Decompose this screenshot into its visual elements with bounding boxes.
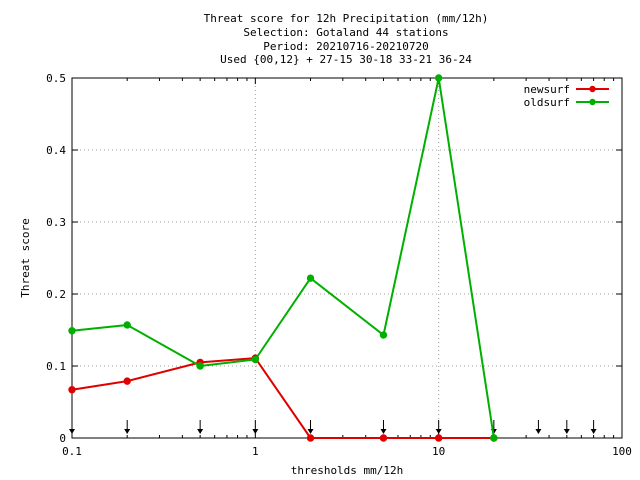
threshold-arrow xyxy=(590,420,597,434)
y-tick-label: 0 xyxy=(59,432,66,445)
series-newsurf xyxy=(68,354,498,442)
legend-swatch-point xyxy=(589,85,596,93)
threshold-arrow xyxy=(197,420,204,434)
threshold-arrow-head xyxy=(307,429,314,434)
threshold-arrow-head xyxy=(380,429,387,434)
series-line-oldsurf xyxy=(71,77,495,439)
legend-swatch-point xyxy=(589,98,596,106)
legend-item-newsurf: newsurf xyxy=(524,83,609,96)
threshold-arrow xyxy=(252,420,259,434)
title-line-2: Selection: Gotaland 44 stations xyxy=(243,26,448,39)
series-line-newsurf xyxy=(71,357,494,439)
x-axis-label: thresholds mm/12h xyxy=(291,464,404,477)
legend-item-oldsurf: oldsurf xyxy=(524,96,609,109)
plot-frame xyxy=(71,77,623,439)
x-tick-label: 0.1 xyxy=(62,445,82,458)
threshold-arrow xyxy=(124,420,131,434)
title-line-1: Threat score for 12h Precipitation (mm/1… xyxy=(204,12,489,25)
threshold-arrow xyxy=(307,420,314,434)
data-series xyxy=(68,74,498,442)
chart-title: Threat score for 12h Precipitation (mm/1… xyxy=(204,12,489,66)
threshold-arrow-head xyxy=(197,429,204,434)
threshold-markers xyxy=(69,420,597,434)
y-axis-label: Threat score xyxy=(19,218,32,297)
y-tick-label: 0.3 xyxy=(46,216,66,229)
x-tick-label: 10 xyxy=(432,445,445,458)
axes: 00.10.20.30.40.50.1 1 10 100 xyxy=(46,72,632,458)
y-tick-label: 0.2 xyxy=(46,288,66,301)
title-line-4: Used {00,12} + 27-15 30-18 33-21 36-24 xyxy=(220,53,472,66)
threshold-arrow xyxy=(563,420,570,434)
legend-label: oldsurf xyxy=(524,96,570,109)
threshold-arrow-head xyxy=(535,429,542,434)
threshold-arrow xyxy=(535,420,542,434)
x-tick-label: 100 xyxy=(612,445,632,458)
y-tick-label: 0.1 xyxy=(46,360,66,373)
threshold-arrow-head xyxy=(563,429,570,434)
threshold-arrow xyxy=(380,420,387,434)
threshold-arrow-head xyxy=(435,429,442,434)
series-oldsurf xyxy=(68,74,498,442)
threshold-arrow-head xyxy=(252,429,259,434)
grid-lines xyxy=(72,78,622,438)
title-line-3: Period: 20210716-20210720 xyxy=(263,40,429,53)
threshold-arrow-head xyxy=(124,429,131,434)
x-tick-label: 1 xyxy=(252,445,259,458)
y-tick-label: 0.4 xyxy=(46,144,66,157)
threshold-arrow xyxy=(435,420,442,434)
legend-label: newsurf xyxy=(524,83,570,96)
y-tick-label: 0.5 xyxy=(46,72,66,85)
threshold-arrow-head xyxy=(590,429,597,434)
